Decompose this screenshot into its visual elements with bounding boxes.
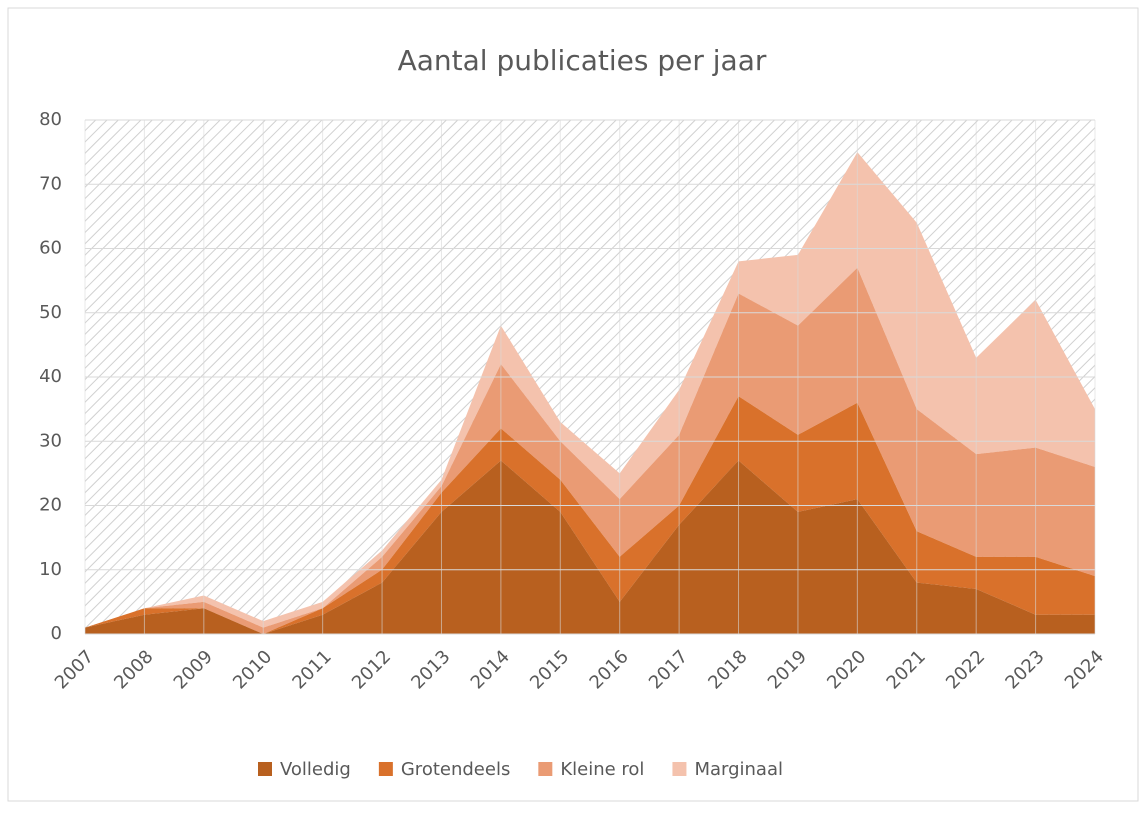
- legend-label: Grotendeels: [401, 759, 510, 780]
- legend-swatch: [258, 762, 272, 776]
- area: [85, 152, 1095, 628]
- y-tick-label: 20: [39, 495, 62, 516]
- y-tick-label: 0: [51, 623, 62, 644]
- legend-swatch: [378, 762, 393, 776]
- y-tick-label: 40: [39, 366, 62, 387]
- y-tick-label: 70: [39, 173, 62, 194]
- y-tick-label: 10: [39, 559, 62, 580]
- area: [85, 460, 1095, 634]
- y-tick-label: 50: [39, 302, 62, 323]
- legend-label: Kleine rol: [560, 759, 644, 780]
- y-tick-label: 60: [39, 238, 62, 259]
- chart-title: Aantal publicaties per jaar: [398, 44, 767, 77]
- area: [85, 396, 1095, 634]
- legend-label: Volledig: [280, 759, 351, 780]
- legend-label: Marginaal: [694, 759, 783, 780]
- y-tick-label: 30: [39, 430, 62, 451]
- legend-swatch: [538, 762, 553, 776]
- legend-swatch: [672, 762, 687, 776]
- y-tick-label: 80: [39, 109, 62, 130]
- area: [85, 267, 1095, 634]
